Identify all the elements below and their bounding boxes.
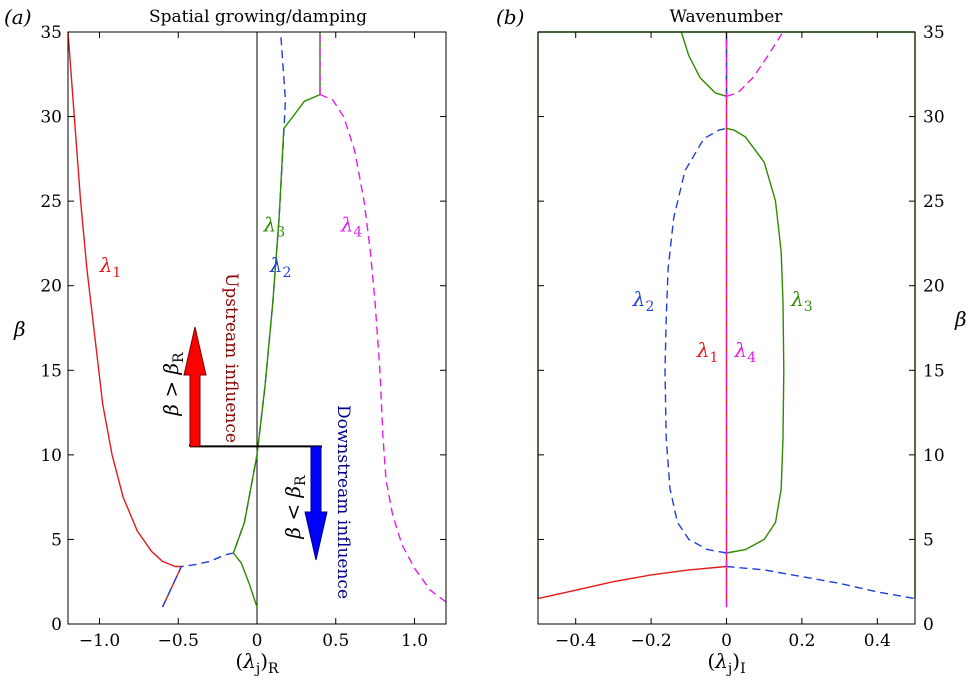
series-lambda2-line-2: [726, 565, 916, 600]
y-tick-label: 30: [923, 108, 945, 128]
x-tick-label: −0.5: [158, 631, 199, 651]
series-label-lambda1: λ1: [696, 338, 719, 366]
y-tick-label: 15: [40, 361, 62, 381]
x-tick-label: −0.4: [555, 631, 596, 651]
y-tick-label: 0: [923, 615, 934, 635]
upstream-arrow: [183, 326, 207, 447]
y-tick-label: 35: [40, 23, 62, 43]
panel-b-series-labels: λ2 λ3 λ1 λ4: [632, 287, 813, 366]
panel-a-ticks: −1.0 −0.5 0 0.5 1.0 0 5 10 15 20 25 30 35: [40, 23, 446, 651]
panel-a-y-axis-label: β: [13, 317, 26, 341]
x-tick-label: −1.0: [79, 631, 120, 651]
series-lambda3-line-4: [232, 552, 258, 608]
panel-b-title: Wavenumber: [670, 7, 784, 27]
y-tick-label: 30: [40, 108, 62, 128]
series-lambda1-line-0: [67, 31, 182, 568]
panel-b-ticks: −0.4 −0.2 0 0.2 0.4 0 5 10 15 20 25 30 35: [538, 23, 945, 651]
panel-b-tag: (b): [496, 5, 524, 29]
panel-b-y-axis-label: β: [954, 307, 967, 331]
y-tick-label: 20: [923, 277, 945, 297]
x-tick-label: 0.5: [322, 631, 349, 651]
y-tick-label: 25: [40, 192, 62, 212]
x-axis-label-text: (λj)R: [235, 649, 279, 677]
panel-b: (b) Wavenumber −0.4 −0.2 0 0.2 0.4 0 5 10 15 20 25…: [496, 5, 967, 677]
series-lambda2-line-3: [664, 127, 727, 554]
downstream-condition-label: β < βR: [281, 475, 309, 540]
y-tick-label: 15: [923, 361, 945, 381]
x-tick-label: 0.4: [864, 631, 891, 651]
panel-a-plot: [67, 31, 447, 624]
series-lambda3-line-5: [726, 127, 785, 554]
panel-a-series-labels: λ1 λ2 λ3 λ4: [99, 213, 363, 282]
series-lambda3-line-6: [680, 31, 727, 97]
downstream-label: Downstream influence: [333, 405, 353, 599]
y-tick-label: 5: [51, 530, 62, 550]
series-lambda4-line-7: [726, 31, 784, 97]
y-tick-label: 0: [51, 615, 62, 635]
series-label-lambda1: λ1: [99, 253, 122, 281]
upstream-label: Upstream influence: [221, 273, 241, 443]
panel-a-x-axis-label: (λj)R: [235, 649, 279, 677]
series-label-lambda3: λ3: [790, 287, 813, 315]
panel-b-plot: [537, 31, 916, 608]
y-tick-label: 5: [923, 530, 934, 550]
series-lambda4-line-6: [319, 93, 447, 603]
series-label-lambda2: λ2: [269, 253, 292, 281]
x-axis-label-text: (λj)I: [707, 649, 745, 677]
panel-a: (a) Spatial growing/damping −1.0 −0.5 0 0.5…: [4, 5, 447, 677]
x-tick-label: −0.2: [630, 631, 671, 651]
upstream-condition-label: β > βR: [159, 352, 187, 417]
panel-a-tag: (a): [4, 5, 32, 29]
y-tick-label: 10: [923, 446, 945, 466]
series-label-lambda4: λ4: [734, 338, 757, 366]
panel-a-annotations: Upstream influence Downstream influence β …: [159, 273, 353, 599]
y-tick-label: 20: [40, 277, 62, 297]
series-lambda3-line-3: [232, 93, 321, 554]
series-lambda1-line-0: [537, 565, 727, 600]
panel-a-title: Spatial growing/damping: [149, 7, 367, 27]
series-label-lambda4: λ4: [340, 213, 363, 241]
y-tick-label: 25: [923, 192, 945, 212]
series-label-lambda3: λ3: [263, 213, 286, 241]
y-tick-label: 10: [40, 446, 62, 466]
panel-b-x-axis-label: (λj)I: [707, 649, 745, 677]
downstream-arrow: [304, 445, 328, 561]
x-tick-label: 0: [721, 631, 732, 651]
x-tick-label: 1.0: [401, 631, 428, 651]
series-label-lambda2: λ2: [632, 287, 655, 315]
x-tick-label: 0.2: [788, 631, 815, 651]
y-tick-label: 35: [923, 23, 945, 43]
x-tick-label: 0: [252, 631, 263, 651]
